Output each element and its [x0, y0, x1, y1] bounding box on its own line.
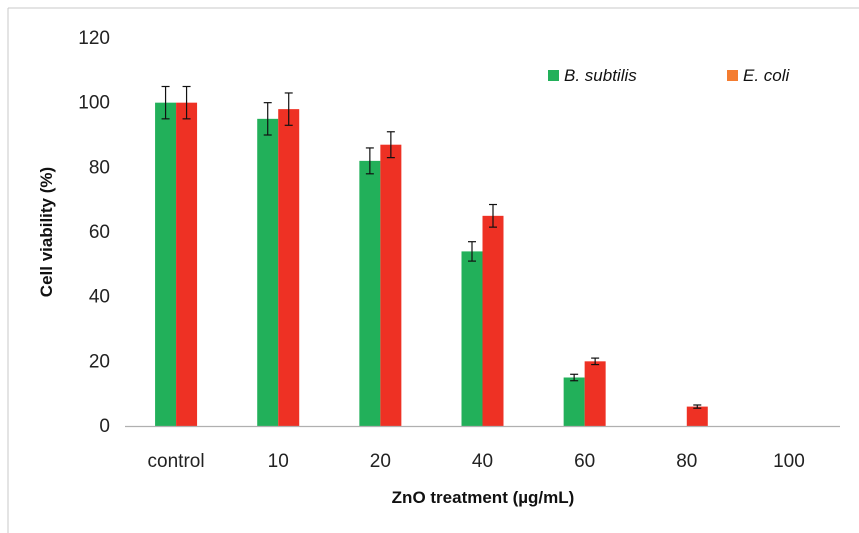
x-tick-label: 100: [773, 451, 805, 472]
error-bar: [489, 203, 497, 228]
x-axis-ticks: control 10 20 40 60 80 100: [148, 451, 805, 472]
legend: B. subtilis E. coli: [548, 66, 791, 85]
x-tick-label: 20: [370, 451, 391, 472]
bar: [461, 251, 483, 426]
error-bar: [386, 131, 395, 159]
error-bar: [591, 357, 600, 366]
x-tick-label: control: [148, 451, 205, 472]
y-tick-label: 40: [89, 287, 110, 308]
y-tick-label: 0: [99, 416, 110, 437]
y-axis-ticks: 0 20 40 60 80 100 120: [78, 28, 110, 437]
bar: [257, 118, 279, 426]
legend-label-b-subtilis: B. subtilis: [564, 66, 637, 85]
x-tick-label: 60: [574, 451, 595, 472]
bars: [155, 102, 708, 427]
y-tick-label: 60: [89, 222, 110, 243]
legend-label-e-coli: E. coli: [743, 66, 791, 85]
y-tick-label: 80: [89, 157, 110, 178]
error-bar: [570, 373, 579, 382]
error-bar: [161, 85, 170, 120]
legend-swatch-e-coli: [727, 70, 738, 81]
y-tick-label: 100: [78, 93, 110, 114]
bar: [278, 109, 300, 426]
bar: [482, 215, 504, 426]
error-bar: [693, 404, 702, 409]
bar: [380, 144, 402, 426]
y-tick-label: 120: [78, 28, 110, 49]
y-tick-label: 20: [89, 351, 110, 372]
error-bar: [182, 85, 191, 120]
legend-swatch-b-subtilis: [548, 70, 559, 81]
error-bars: [161, 85, 702, 409]
x-tick-label: 10: [268, 451, 289, 472]
bar: [563, 377, 585, 426]
error-bar: [365, 147, 374, 175]
error-bar: [263, 102, 272, 136]
error-bar: [284, 92, 293, 126]
bar: [584, 361, 606, 426]
error-bar: [468, 241, 476, 262]
bar: [176, 102, 198, 427]
x-tick-label: 80: [676, 451, 697, 472]
x-axis-title: ZnO treatment (µg/mL): [392, 488, 575, 507]
bar: [686, 406, 708, 426]
x-tick-label: 40: [472, 451, 493, 472]
bar: [359, 160, 381, 426]
y-axis-title: Cell viability (%): [37, 167, 56, 297]
bar: [155, 102, 177, 427]
